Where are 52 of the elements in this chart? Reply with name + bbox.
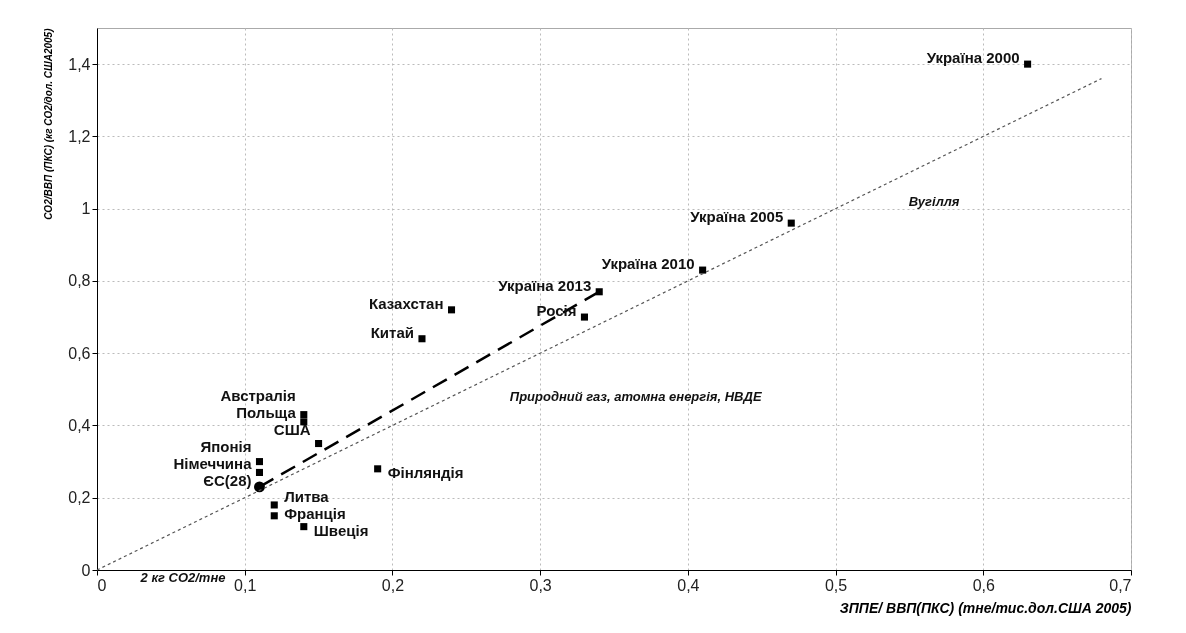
annotation: Франція xyxy=(284,504,346,522)
y-tick-label: 0 xyxy=(81,561,91,579)
point xyxy=(315,440,323,448)
point xyxy=(1024,60,1032,68)
annotation: США xyxy=(273,420,311,438)
annotation: Японія xyxy=(200,437,252,455)
annotation: Україна 2010 xyxy=(601,255,695,273)
annotation: Фінляндія xyxy=(387,463,464,481)
point xyxy=(270,501,278,509)
point xyxy=(270,512,278,520)
x-tick-label: 0,4 xyxy=(677,576,700,594)
x-tick-label: 0,2 xyxy=(381,576,405,594)
annotation: Литва xyxy=(284,487,330,505)
y-tick-label: 1 xyxy=(81,200,91,218)
point xyxy=(255,468,264,476)
annotation: Швеція xyxy=(313,521,369,539)
x-tick-label: 0 xyxy=(97,576,107,594)
point xyxy=(699,266,707,274)
point xyxy=(580,313,588,321)
x-axis-title: ЗППЕ/ ВВП(ПКС) (тне/тис.дол.США 2005) xyxy=(839,599,1132,616)
point xyxy=(255,458,264,466)
point xyxy=(787,219,795,227)
point xyxy=(418,335,426,343)
point xyxy=(374,465,382,473)
annotation: Німеччина xyxy=(173,454,253,472)
annotation: 2 кг CO2/тне xyxy=(139,569,226,585)
y-tick-label: 1,2 xyxy=(68,127,91,145)
y-tick-label: 1,4 xyxy=(68,55,91,73)
x-tick-label: 0,7 xyxy=(1109,576,1132,594)
y-tick-label: 0,2 xyxy=(68,489,91,507)
annotation: Україна 2013 xyxy=(498,276,592,294)
annotation: Україна 2000 xyxy=(926,49,1020,67)
annotation: Китай xyxy=(370,323,414,341)
y-tick-label: 0,6 xyxy=(68,344,91,362)
annotation: Казахстан xyxy=(368,294,444,312)
point xyxy=(300,411,308,419)
y-axis-title: CO2/ВВП (ПКС) (кг CO2/дол. США2005) xyxy=(43,27,55,220)
annotation: Вугілля xyxy=(908,193,960,209)
y-tick-label: 0,4 xyxy=(68,416,91,434)
annotation: ЄС(28) xyxy=(203,471,252,489)
annotation: Австралія xyxy=(220,386,296,404)
x-tick-label: 0,6 xyxy=(972,576,995,594)
x-tick-label: 0,1 xyxy=(234,576,257,594)
annotation: Росія xyxy=(536,302,577,320)
annotation: Природний газ, атомна енергія, НВДЕ xyxy=(509,388,762,404)
x-tick-label: 0,3 xyxy=(529,576,552,594)
y-tick-label: 0,8 xyxy=(68,272,91,290)
annotation: Україна 2005 xyxy=(690,208,784,226)
annotation: Польща xyxy=(236,403,297,421)
point xyxy=(300,523,308,531)
x-tick-label: 0,5 xyxy=(824,576,848,594)
point xyxy=(447,306,456,314)
